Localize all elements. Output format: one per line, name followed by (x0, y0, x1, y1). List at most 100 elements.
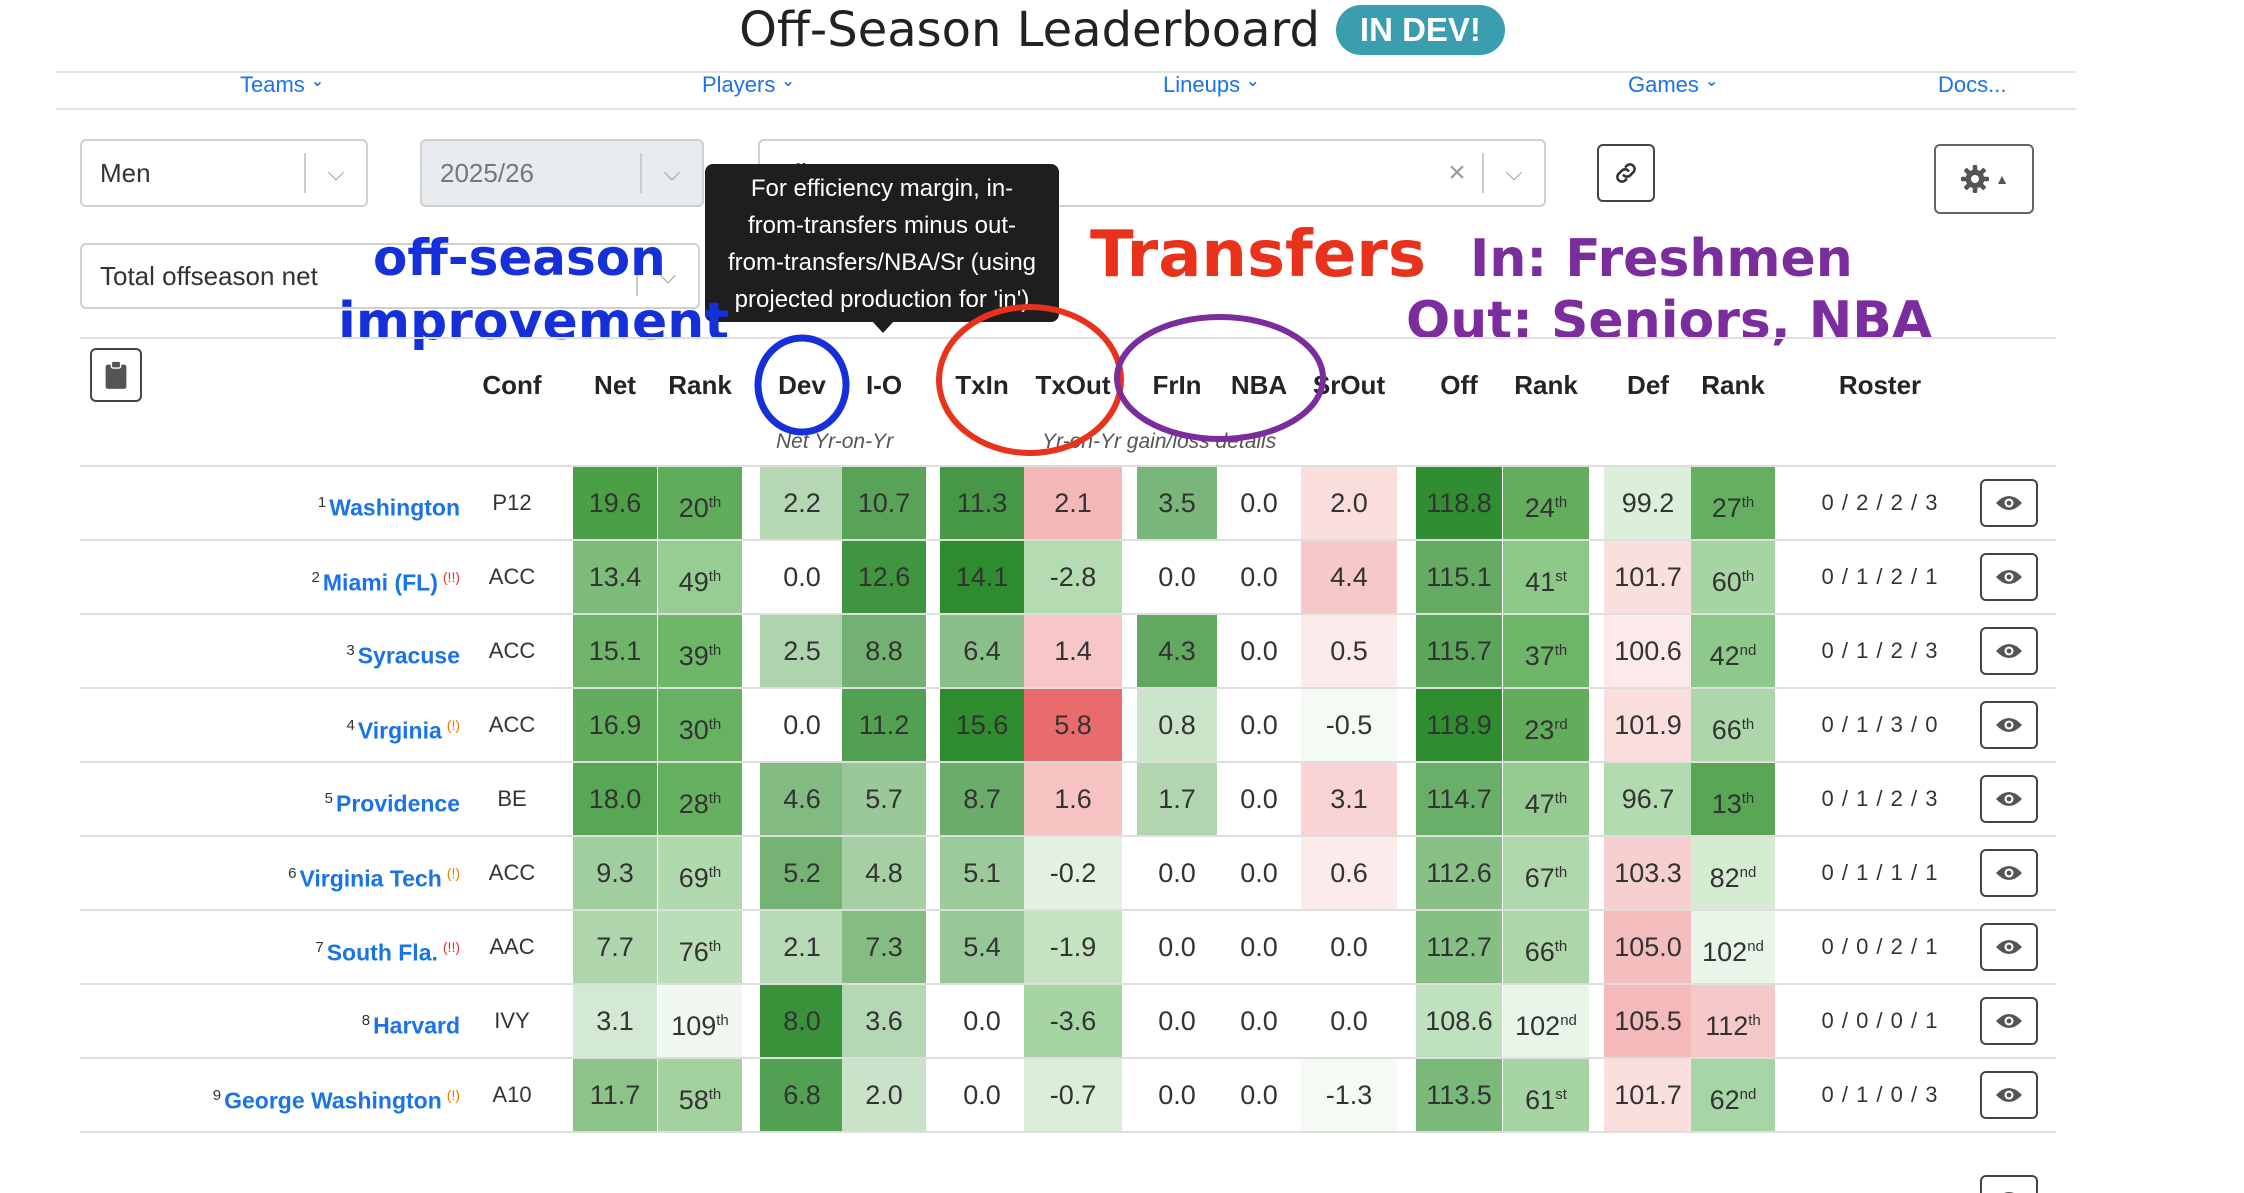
chevron-down-icon[interactable]: ⌵ (663, 160, 681, 185)
season-select[interactable]: 2025/26 ⌵ (420, 139, 704, 207)
view-roster-button[interactable] (1980, 1071, 2038, 1119)
table-row: 9 George Washington (!) A10 11.7 58th 6.8 2.0 0.… (80, 1059, 2056, 1131)
view-roster-button[interactable] (1980, 479, 2038, 527)
tooltip-arrow (872, 321, 894, 333)
clear-icon[interactable]: × (1448, 156, 1466, 189)
txout-cell: -2.8 (1024, 541, 1122, 613)
column-header-roster[interactable]: Roster (1838, 370, 1922, 400)
column-header-off[interactable]: Off (1440, 370, 1478, 400)
view-roster-button[interactable] (1980, 701, 2038, 749)
eye-icon (1996, 866, 2022, 880)
chevron-down-icon[interactable]: ⌵ (1505, 160, 1523, 185)
nav-games[interactable]: Games ⌄ (1628, 72, 1718, 98)
rank-suffix: st (1555, 1086, 1567, 1103)
season-select-value: 2025/26 (440, 157, 534, 188)
page-title: Off-Season Leaderboard (739, 2, 1320, 58)
column-header-conf[interactable]: Conf (482, 370, 542, 400)
view-roster-button[interactable] (1980, 775, 2038, 823)
nav-players[interactable]: Players ⌄ (702, 72, 795, 98)
srout-cell: 4.4 (1301, 541, 1397, 613)
srout-value: 0.6 (1330, 858, 1368, 888)
team-link[interactable]: Syracuse (357, 642, 460, 669)
netrank-cell: 49th (658, 541, 742, 613)
txout-value: -1.9 (1049, 932, 1097, 962)
view-roster-button[interactable] (1980, 553, 2038, 601)
off-value: 115.1 (1426, 562, 1492, 592)
net-value: 13.4 (588, 562, 642, 592)
txout-cell: -1.9 (1024, 911, 1122, 983)
column-header-io[interactable]: I-O (865, 370, 903, 400)
team-link[interactable]: Providence (336, 790, 460, 817)
warning-flag[interactable]: (!) (446, 1087, 460, 1103)
roster-cell: 0 / 0 / 2 / 1 (1795, 911, 1965, 983)
team-cell: 7 South Fla. (!!) (315, 911, 460, 983)
rank-suffix: th (708, 790, 722, 807)
defrank-cell: 13th (1691, 763, 1775, 835)
table-row: 1 Washington P12 19.6 20th 2.2 10.7 11.3 2.1 3.5 0… (80, 467, 2056, 539)
nba-value: 0.0 (1240, 488, 1278, 518)
warning-flag[interactable]: (!!) (442, 569, 460, 585)
net-cell: 9.3 (573, 837, 657, 909)
team-link[interactable]: Washington (329, 494, 460, 521)
srout-value: 3.1 (1330, 784, 1368, 814)
offrank-cell: 102nd (1503, 985, 1589, 1057)
row-divider (80, 909, 2056, 911)
srout-cell (1301, 1133, 1397, 1193)
view-roster-button[interactable] (1980, 923, 2038, 971)
dev-cell: 2.5 (760, 615, 844, 687)
chevron-down-icon[interactable]: ⌵ (327, 160, 345, 185)
settings-dropdown-button[interactable]: ▲ (1934, 144, 2034, 214)
column-header-srout[interactable]: SrOut (1312, 370, 1386, 400)
team-link[interactable]: George Washington (224, 1087, 442, 1114)
rank-suffix: nd (1560, 1012, 1577, 1029)
nav-lineups[interactable]: Lineups ⌄ (1163, 72, 1259, 98)
team-cell: 4 Virginia (!) (347, 689, 461, 761)
io-cell: 11.2 (842, 689, 926, 761)
annotation-text: off-season (373, 229, 666, 287)
team-link[interactable]: Harvard (373, 1012, 460, 1039)
column-header-netrank[interactable]: Rank (668, 370, 732, 400)
warning-flag[interactable]: (!) (446, 865, 460, 881)
eye-icon (1996, 718, 2022, 732)
warning-flag[interactable]: (!) (446, 717, 460, 733)
eye-icon (1996, 940, 2022, 954)
rank-suffix: th (1554, 494, 1568, 511)
view-roster-button[interactable] (1980, 627, 2038, 675)
roster-cell: 0 / 2 / 2 / 3 (1795, 467, 1965, 539)
off-value: 113.5 (1426, 1080, 1492, 1110)
gender-select[interactable]: Men ⌵ (80, 139, 368, 207)
rank-suffix: th (716, 1012, 729, 1029)
def-cell: 103.3 (1604, 837, 1692, 909)
sort-select[interactable]: Total offseason net ⌵ (80, 243, 700, 309)
column-header-txout[interactable]: TxOut (1035, 370, 1111, 400)
eye-icon (1996, 792, 2022, 806)
column-header-def[interactable]: Def (1627, 370, 1669, 400)
column-header-offrank[interactable]: Rank (1514, 370, 1578, 400)
chevron-down-icon[interactable]: ⌵ (659, 263, 677, 288)
view-roster-button[interactable] (1980, 997, 2038, 1045)
roster-value: 0 / 0 / 0 / 1 (1821, 1008, 1939, 1033)
view-roster-button[interactable] (1980, 849, 2038, 897)
view-roster-button[interactable] (1980, 1175, 2038, 1193)
team-link[interactable]: South Fla. (326, 939, 438, 966)
conf-value: ACC (488, 712, 536, 737)
select-separator (636, 256, 638, 296)
table-row: 6 Virginia Tech (!) ACC 9.3 69th 5.2 4.8 5.1 -0.2… (80, 837, 2056, 909)
copy-link-button[interactable] (1597, 144, 1655, 202)
team-cell: 6 Virginia Tech (!) (288, 837, 460, 909)
defrank-cell: 102nd (1691, 911, 1775, 983)
nav-teams[interactable]: Teams ⌄ (240, 72, 324, 98)
txout-value: 2.1 (1054, 488, 1092, 518)
srout-cell: -1.3 (1301, 1059, 1397, 1131)
warning-flag[interactable]: (!!) (442, 939, 460, 955)
column-header-defrank[interactable]: Rank (1701, 370, 1765, 400)
nav-docs[interactable]: Docs... (1938, 72, 2006, 98)
clipboard-button[interactable] (90, 348, 142, 402)
team-link[interactable]: Miami (FL) (322, 569, 438, 596)
roster-value: 0 / 1 / 2 / 1 (1821, 564, 1939, 589)
team-link[interactable]: Virginia (357, 717, 442, 744)
team-link[interactable]: Virginia Tech (299, 865, 442, 892)
column-header-net[interactable]: Net (594, 370, 636, 400)
rank-suffix: th (708, 642, 722, 659)
conf-cell: ACC (470, 541, 554, 613)
